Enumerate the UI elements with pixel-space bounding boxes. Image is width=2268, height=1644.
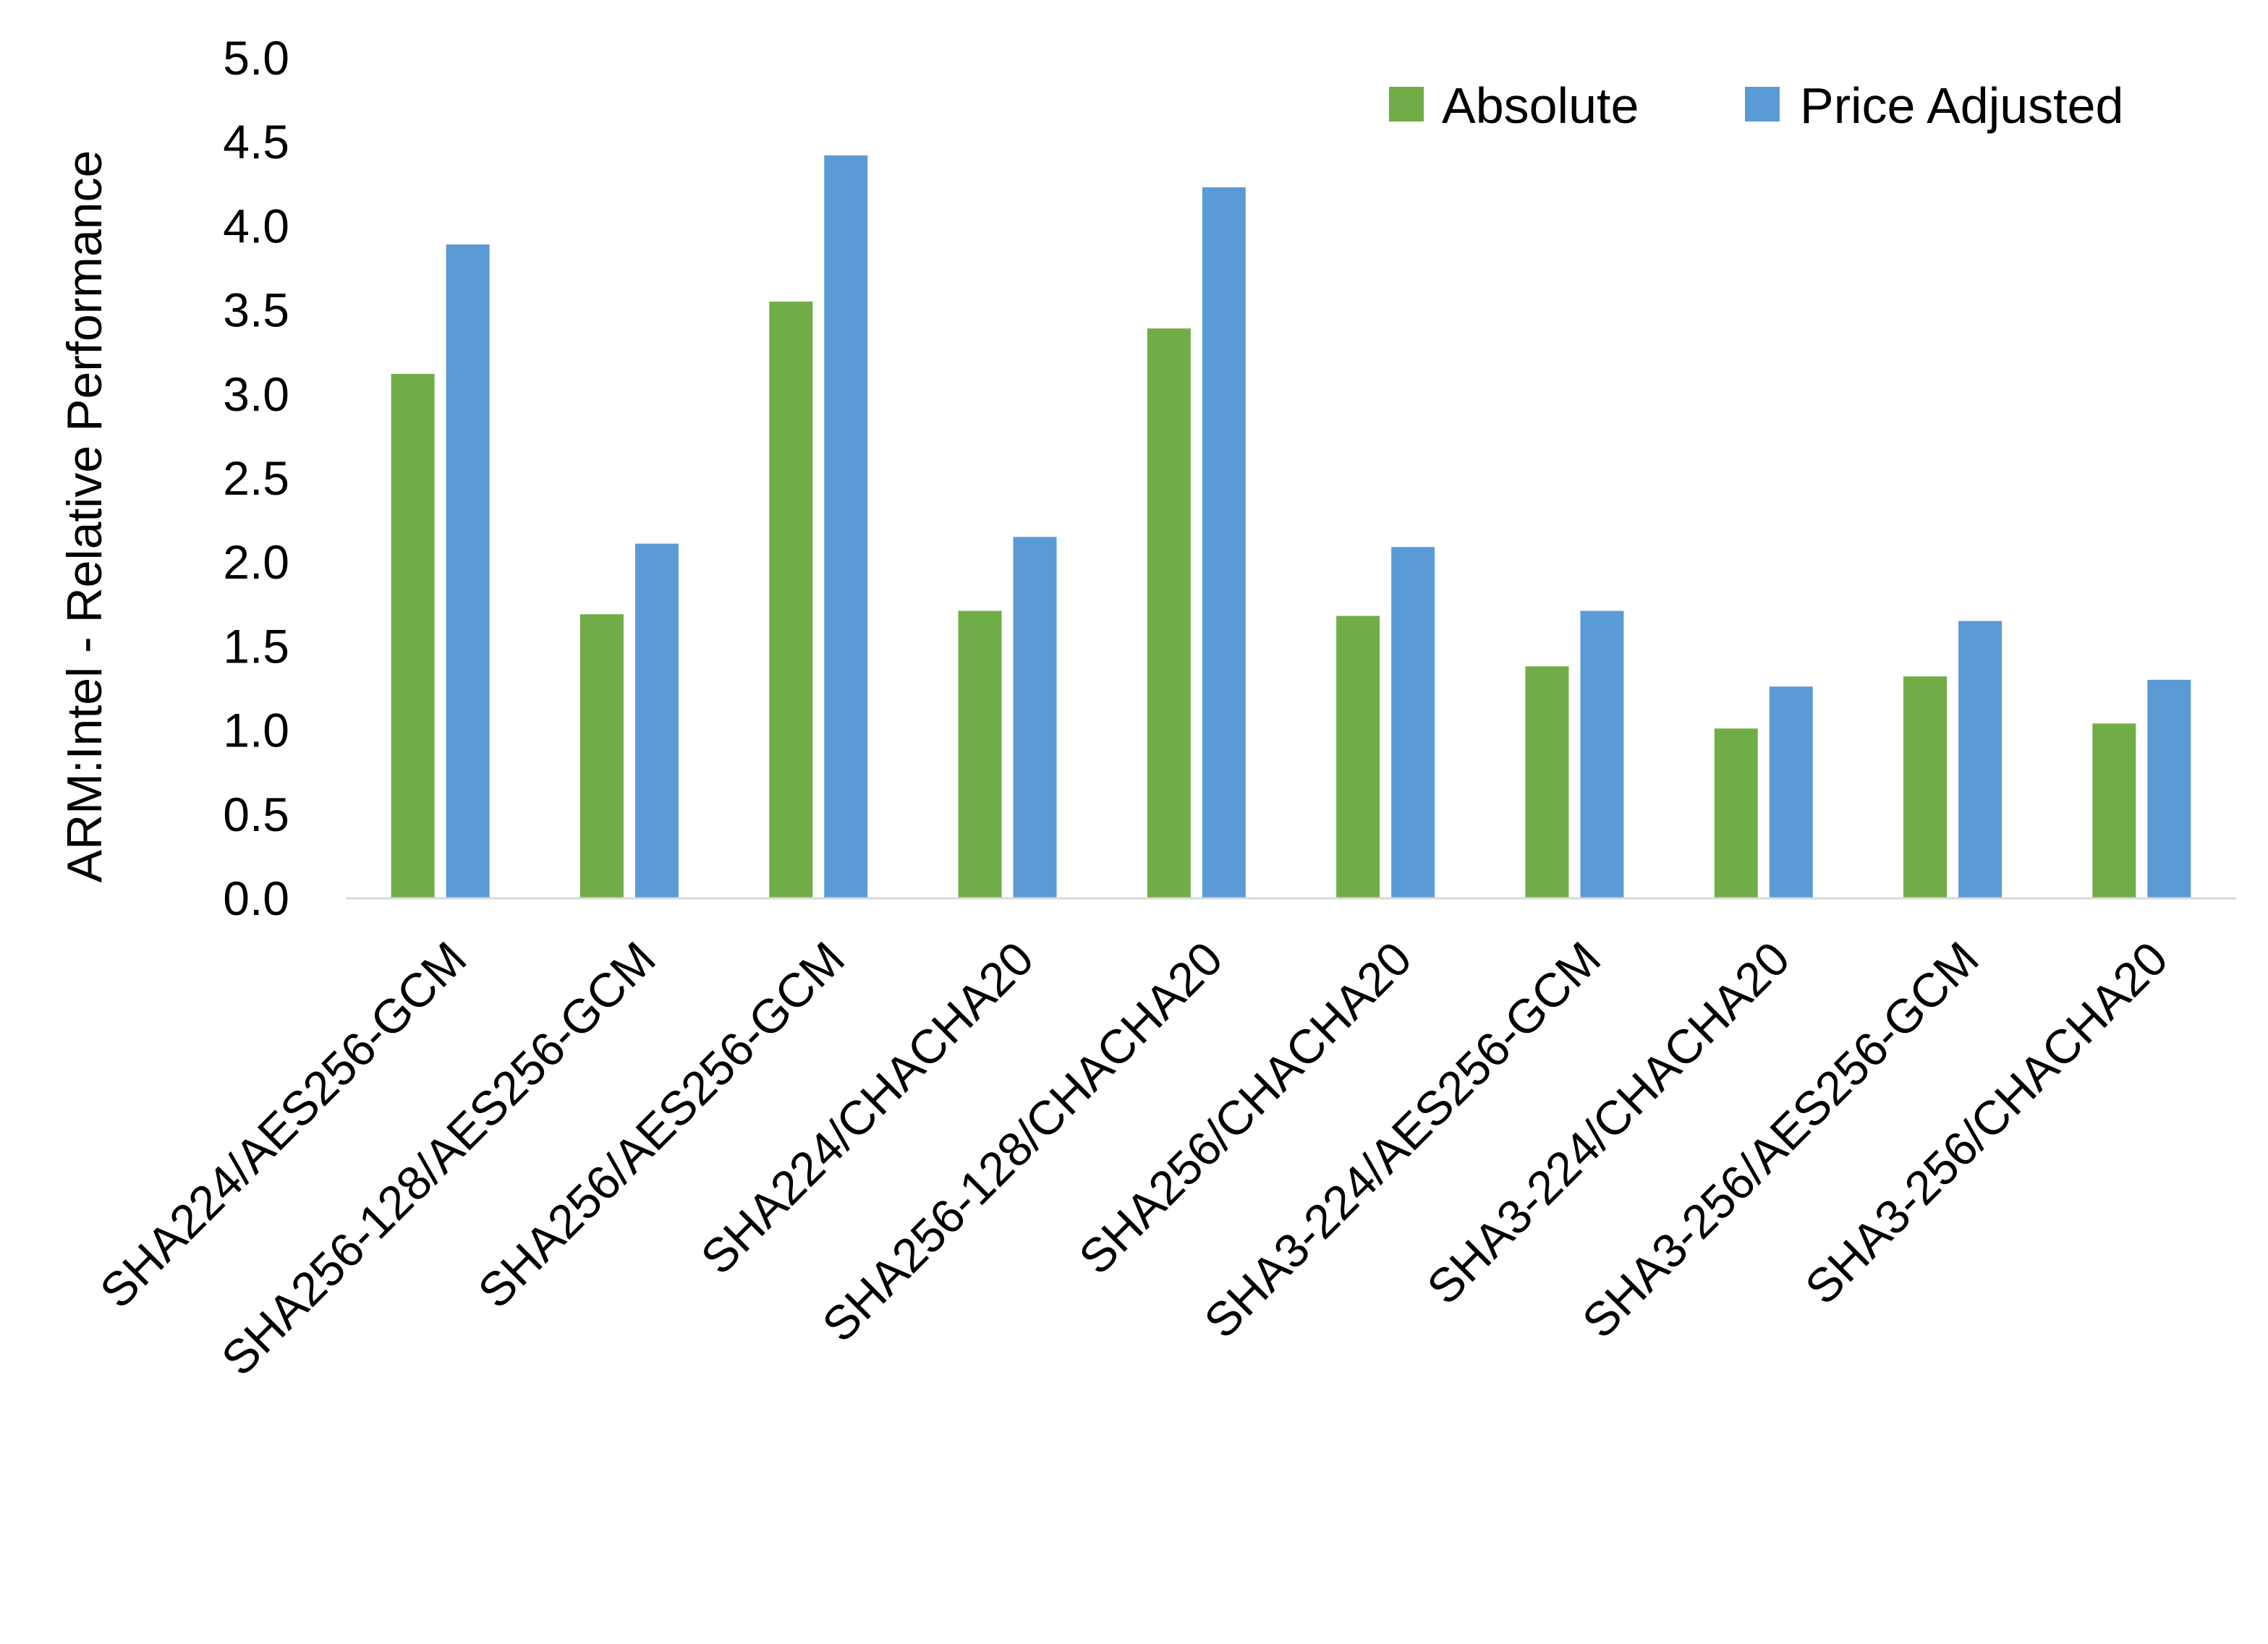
bar-absolute [1336, 616, 1380, 898]
y-tick-label: 3.5 [223, 284, 289, 337]
x-tick-label: SHA3-224/CHACHA20 [1417, 932, 1800, 1315]
bar-absolute [958, 610, 1002, 898]
bar-price-adjusted [1013, 537, 1057, 898]
bar-price-adjusted [1580, 610, 1624, 898]
y-tick-label: 0.0 [223, 872, 289, 925]
bars [391, 155, 2191, 899]
legend-label-price-adjusted: Price Adjusted [1800, 77, 2123, 134]
bar-price-adjusted [1769, 686, 1813, 898]
bar-absolute [1903, 676, 1948, 898]
bar-absolute [1147, 328, 1191, 898]
y-tick-label: 5.0 [223, 31, 289, 85]
legend-label-absolute: Absolute [1442, 77, 1639, 134]
bar-price-adjusted [1202, 187, 1246, 898]
x-axis-labels: SHA224/AES256-GCMSHA256-128/AES256-GCMSH… [90, 932, 2178, 1386]
y-axis-label: ARM:Intel - Relative Performance [57, 150, 112, 883]
y-tick-label: 4.0 [223, 199, 289, 252]
bar-absolute [1714, 728, 1758, 898]
bar-price-adjusted [446, 244, 490, 898]
y-tick-label: 2.5 [223, 451, 289, 505]
bar-price-adjusted [1391, 547, 1435, 898]
y-tick-label: 0.5 [223, 788, 289, 841]
legend: Absolute Price Adjusted [1389, 77, 2123, 134]
y-tick-label: 4.5 [223, 115, 289, 169]
bar-price-adjusted [1958, 621, 2002, 898]
bar-absolute [579, 614, 624, 898]
bar-price-adjusted [2147, 679, 2191, 898]
x-tick-label: SHA224/CHACHA20 [690, 932, 1043, 1285]
x-tick-label: SHA3-224/AES256-GCM [1194, 932, 1610, 1348]
x-tick-label: SHA3-256/CHACHA20 [1795, 932, 2178, 1315]
bar-price-adjusted [634, 543, 679, 898]
x-tick-label: SHA3-256/AES256-GCM [1572, 932, 1989, 1348]
legend-swatch-absolute [1389, 87, 1424, 122]
y-tick-label: 1.0 [223, 704, 289, 757]
x-tick-label: SHA256-128/CHACHA20 [812, 932, 1233, 1353]
legend-swatch-price-adjusted [1745, 87, 1780, 122]
bar-absolute [2092, 723, 2136, 898]
y-axis-ticks: 0.0 0.5 1.0 1.5 2.0 2.5 3.0 3.5 4.0 4.5 5.0 [223, 31, 289, 925]
bar-absolute [391, 373, 435, 898]
x-tick-label: SHA224/AES256-GCM [90, 932, 477, 1319]
x-tick-label: SHA256/AES256-GCM [467, 932, 854, 1319]
bar-price-adjusted [824, 155, 868, 899]
y-tick-label: 1.5 [223, 619, 289, 673]
y-tick-label: 3.0 [223, 367, 289, 421]
bar-absolute [769, 301, 813, 899]
bar-absolute [1525, 666, 1569, 898]
x-tick-label: SHA256/CHACHA20 [1069, 932, 1422, 1285]
y-tick-label: 2.0 [223, 535, 289, 589]
